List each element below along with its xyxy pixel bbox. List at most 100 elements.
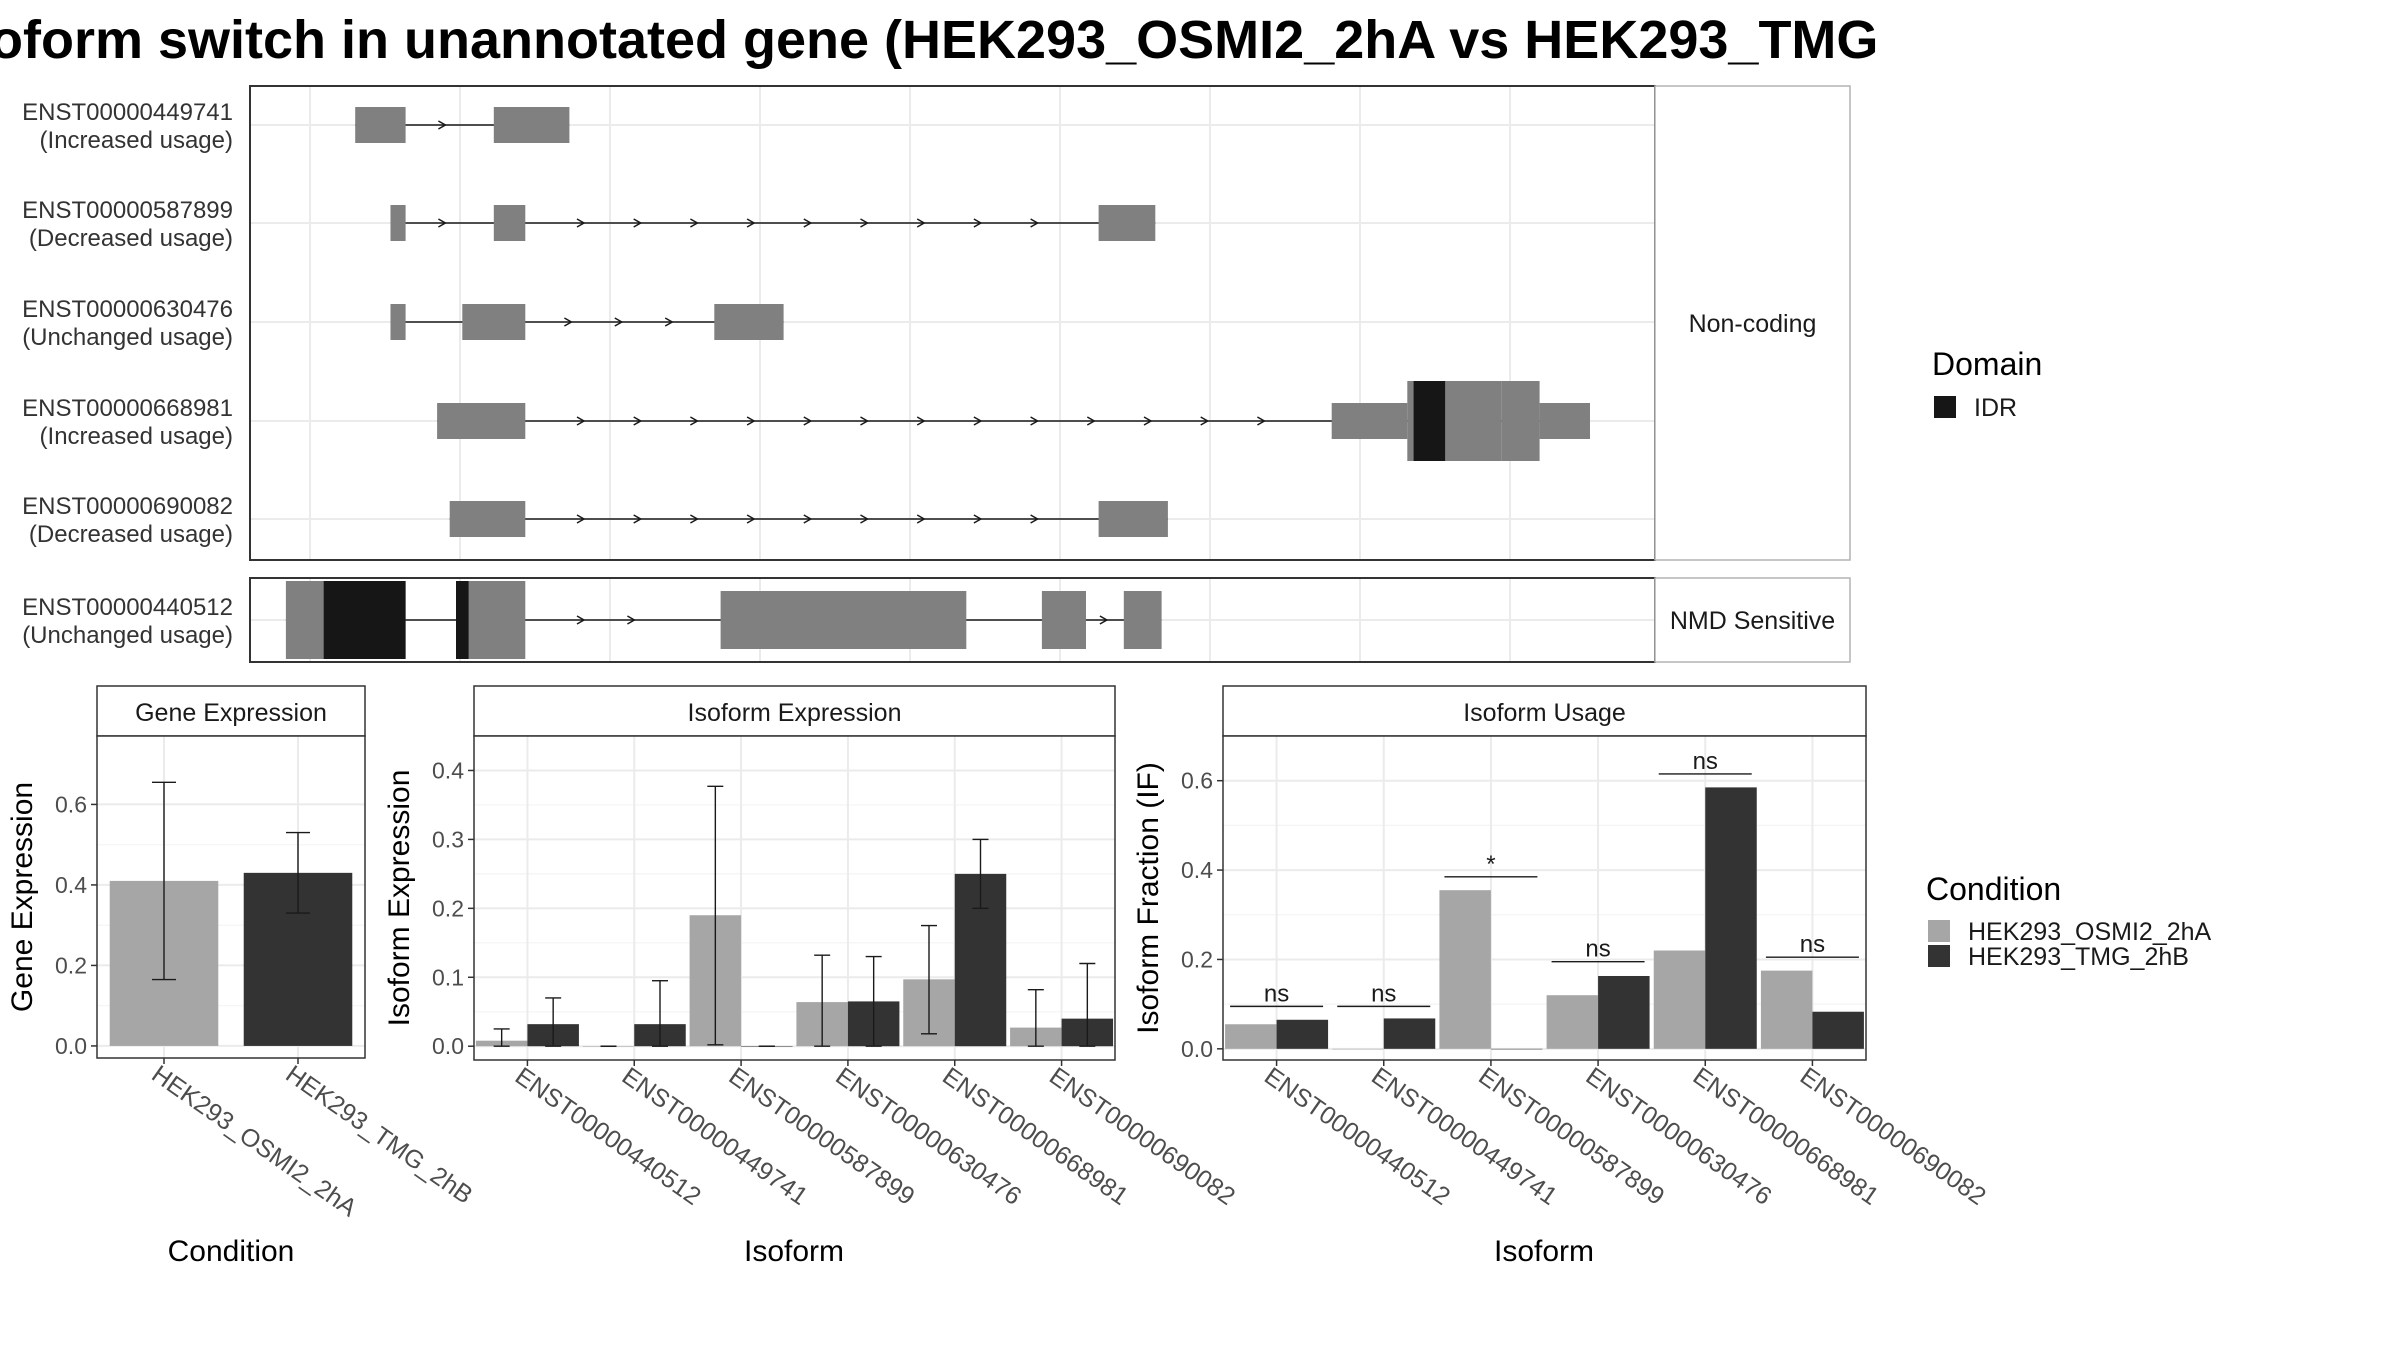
intron-arrow <box>973 416 983 426</box>
bar <box>1653 950 1706 1049</box>
bar-chart-panels: Gene Expression0.00.20.40.6HEK293_OSMI2_… <box>6 685 1991 1268</box>
legend-swatch-condition <box>1928 920 1950 942</box>
exon <box>1539 403 1590 439</box>
transcript-usage-label: (Unchanged usage) <box>22 622 233 649</box>
exon <box>1123 591 1162 649</box>
panel-title: Gene Expression <box>135 699 327 727</box>
bar-panel-2: Isoform Expression 0.0 0.1 0.2 0.3 0.4 ENST000… <box>383 685 1240 1268</box>
intron-arrow <box>438 218 447 228</box>
intron-arrow <box>438 120 447 130</box>
intron-arrow <box>1099 615 1109 625</box>
transcript-id-label: ENST00000630476 <box>22 296 233 323</box>
intron-arrow <box>1030 514 1040 524</box>
x-axis-title: Isoform <box>744 1235 844 1268</box>
intron-arrow <box>576 416 586 426</box>
exon <box>462 304 526 340</box>
bar <box>1705 787 1757 1049</box>
y-axis-title: Isoform Expression <box>383 770 416 1027</box>
legend-label-condition: HEK293_TMG_2hB <box>1968 943 2189 971</box>
intron-arrow <box>576 615 586 625</box>
y-tick-label: 0.4 <box>432 757 464 783</box>
plot-border <box>473 735 1116 1061</box>
bar-panel-1: Gene Expression0.00.20.40.6HEK293_OSMI2_… <box>6 685 478 1268</box>
bar <box>1546 995 1599 1049</box>
plot-background <box>1223 736 1866 1060</box>
facet-strip <box>1654 577 1851 663</box>
intron-arrow <box>576 514 586 524</box>
intron-arrow <box>627 615 636 625</box>
y-tick-label: 0.4 <box>55 872 87 898</box>
transcript-usage-label: (Decreased usage) <box>29 225 233 252</box>
exon <box>493 205 526 241</box>
x-axis-title: Isoform <box>1494 1235 1594 1268</box>
exon <box>1041 591 1086 649</box>
x-tick-label: ENST00000440512 <box>510 1062 706 1211</box>
transcript-row: ENST00000668981(Increased usage) <box>22 381 1590 461</box>
intron-arrow <box>690 514 699 524</box>
x-tick-label: ENST00000630476 <box>1581 1062 1777 1211</box>
intron-arrow <box>803 514 813 524</box>
bar <box>1598 975 1650 1049</box>
transcript-id-label: ENST00000668981 <box>22 395 233 422</box>
transcript-id-label: ENST00000440512 <box>22 594 233 621</box>
transcript-row: ENST00000690082(Decreased usage) <box>22 493 1168 548</box>
bar <box>1490 1048 1543 1050</box>
y-axis-title: Gene Expression <box>6 782 39 1012</box>
y-tick-label: 0.3 <box>432 826 464 852</box>
y-tick-label: 0.0 <box>55 1033 87 1059</box>
bar <box>1383 1018 1436 1049</box>
intron-arrow <box>916 416 926 426</box>
intron-arrow <box>1086 416 1096 426</box>
x-tick-label: ENST00000587899 <box>724 1062 920 1211</box>
intron-arrow <box>690 218 699 228</box>
facet-strip-label: Non-coding <box>1689 310 1817 338</box>
significance-label: ns <box>1585 936 1610 963</box>
intron-arrow <box>1200 416 1210 426</box>
legends: Domain IDR Condition HEK293_OSMI2_2hAHEK293… <box>1926 346 2212 971</box>
exon <box>449 501 526 537</box>
y-axis-title: Isoform Fraction (IF) <box>1132 762 1165 1034</box>
intron-arrow <box>860 416 870 426</box>
y-tick-label: 0.2 <box>432 895 464 921</box>
legend-title-domain: Domain <box>1932 346 2042 382</box>
x-tick-label: ENST00000668981 <box>937 1062 1133 1211</box>
x-tick-label: ENST00000449741 <box>1366 1062 1562 1211</box>
transcript-row: ENST00000440512(Unchanged usage) <box>22 581 1162 659</box>
bar <box>1332 1048 1384 1050</box>
exon <box>355 107 406 143</box>
intron-arrow <box>973 514 983 524</box>
panel-strip <box>473 685 1116 737</box>
y-tick-label: 0.0 <box>432 1033 464 1059</box>
panel-title: Isoform Expression <box>688 699 902 727</box>
intron-arrow <box>1030 416 1040 426</box>
x-tick-label: ENST00000690082 <box>1044 1062 1240 1211</box>
panel-strip <box>96 685 366 737</box>
bar <box>1439 890 1491 1049</box>
y-tick-label: 0.6 <box>1181 768 1213 794</box>
x-axis-title: Condition <box>168 1235 295 1268</box>
transcript-row: ENST00000630476(Unchanged usage) <box>22 296 784 351</box>
intron-arrow <box>633 218 643 228</box>
intron-arrow <box>860 514 870 524</box>
x-tick-label: ENST00000587899 <box>1473 1062 1669 1211</box>
legend-title-condition: Condition <box>1926 871 2061 907</box>
y-tick-label: 0.0 <box>1181 1036 1213 1062</box>
significance-label: * <box>1486 851 1495 878</box>
intron-arrow <box>614 317 624 327</box>
intron-arrow <box>803 416 813 426</box>
panel-strip <box>1222 685 1867 737</box>
intron-arrow <box>860 218 870 228</box>
significance-label: ns <box>1264 980 1289 1007</box>
x-tick-label: ENST00000668981 <box>1688 1062 1884 1211</box>
bar-panel-3: Isoform Usage ns ns * ns ns ns 0.0 0.2 0.4 0.6 ENST… <box>1132 685 1991 1268</box>
plot-border <box>96 735 366 1059</box>
y-tick-label: 0.6 <box>55 791 87 817</box>
facet-strip-label: NMD Sensitive <box>1670 607 1835 635</box>
transcript-row: ENST00000587899(Decreased usage) <box>22 197 1156 252</box>
legend-swatch-condition <box>1928 945 1950 967</box>
x-tick-label: ENST00000630476 <box>830 1062 1026 1211</box>
intron-arrow <box>1143 416 1153 426</box>
